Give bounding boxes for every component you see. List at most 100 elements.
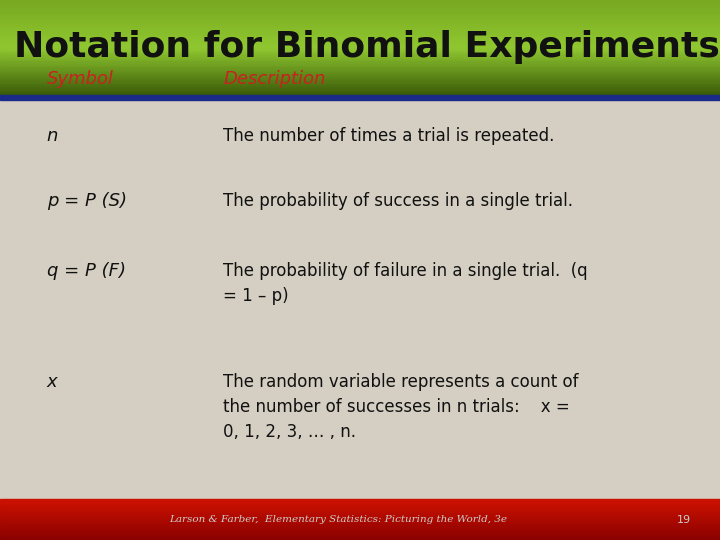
Bar bbox=[0, 55, 720, 57]
Bar bbox=[0, 70, 720, 72]
Bar bbox=[0, 22, 720, 24]
Bar bbox=[0, 538, 720, 540]
Bar bbox=[0, 524, 720, 526]
Bar bbox=[0, 33, 720, 36]
Bar bbox=[0, 534, 720, 535]
Bar bbox=[0, 51, 720, 53]
Bar bbox=[0, 507, 720, 509]
Bar bbox=[0, 500, 720, 502]
Text: The number of times a trial is repeated.: The number of times a trial is repeated. bbox=[223, 127, 554, 145]
Bar bbox=[0, 16, 720, 18]
Bar bbox=[0, 517, 720, 519]
Bar bbox=[0, 10, 720, 12]
Text: The probability of success in a single trial.: The probability of success in a single t… bbox=[223, 192, 573, 210]
Bar bbox=[0, 522, 720, 524]
Bar bbox=[0, 506, 720, 508]
Bar bbox=[0, 519, 720, 521]
Bar bbox=[0, 37, 720, 39]
Bar bbox=[0, 74, 720, 76]
Bar bbox=[0, 86, 720, 87]
Bar bbox=[0, 499, 720, 501]
Bar bbox=[0, 508, 720, 510]
Bar bbox=[0, 529, 720, 531]
Bar bbox=[0, 502, 720, 503]
Bar bbox=[0, 521, 720, 523]
Bar bbox=[0, 93, 720, 94]
Bar bbox=[0, 18, 720, 20]
Bar bbox=[0, 528, 720, 530]
Bar bbox=[0, 54, 720, 56]
Bar bbox=[0, 523, 720, 525]
Bar bbox=[0, 30, 720, 32]
Bar bbox=[0, 526, 720, 528]
Text: Larson & Farber,  Elementary Statistics: Picturing the World, 3e: Larson & Farber, Elementary Statistics: … bbox=[169, 515, 508, 524]
Text: The random variable represents a count of
the number of successes in n trials:  : The random variable represents a count o… bbox=[223, 373, 579, 441]
Bar bbox=[0, 8, 720, 10]
Bar bbox=[0, 536, 720, 537]
Bar bbox=[0, 60, 720, 62]
Bar bbox=[0, 535, 720, 536]
Bar bbox=[0, 511, 720, 512]
Text: The probability of failure in a single trial.  (q
= 1 – p): The probability of failure in a single t… bbox=[223, 262, 588, 305]
Bar bbox=[0, 47, 720, 49]
Bar bbox=[0, 41, 720, 43]
Bar bbox=[0, 57, 720, 59]
Bar bbox=[0, 58, 720, 60]
Bar bbox=[0, 61, 720, 63]
Bar bbox=[0, 14, 720, 15]
Text: p = P (S): p = P (S) bbox=[47, 192, 127, 210]
Bar bbox=[0, 525, 720, 527]
Bar bbox=[0, 45, 720, 47]
Bar bbox=[0, 68, 720, 70]
Bar bbox=[0, 537, 720, 539]
Bar bbox=[0, 513, 720, 515]
Bar bbox=[0, 515, 720, 517]
Bar bbox=[0, 531, 720, 533]
Bar bbox=[0, 503, 720, 504]
Bar bbox=[0, 514, 720, 516]
Bar bbox=[0, 21, 720, 23]
Bar bbox=[0, 9, 720, 11]
Bar bbox=[0, 11, 720, 13]
Bar bbox=[0, 85, 720, 86]
Bar bbox=[0, 39, 720, 42]
Bar bbox=[0, 44, 720, 46]
Bar bbox=[0, 56, 720, 58]
Bar bbox=[0, 32, 720, 34]
Bar bbox=[0, 1, 720, 2]
Bar bbox=[0, 52, 720, 55]
Bar bbox=[0, 501, 720, 503]
Bar bbox=[0, 90, 720, 92]
Bar bbox=[0, 42, 720, 44]
Bar bbox=[0, 77, 720, 79]
Bar bbox=[0, 79, 720, 80]
Bar bbox=[0, 43, 720, 45]
Bar bbox=[0, 62, 720, 64]
Bar bbox=[0, 82, 720, 84]
Bar bbox=[0, 532, 720, 534]
Bar bbox=[0, 25, 720, 27]
Bar bbox=[0, 76, 720, 78]
Bar bbox=[0, 0, 720, 1]
Text: 19: 19 bbox=[677, 515, 691, 525]
Text: Description: Description bbox=[223, 70, 325, 88]
Bar bbox=[0, 38, 720, 40]
Bar bbox=[0, 48, 720, 50]
Bar bbox=[0, 505, 720, 507]
Bar bbox=[0, 536, 720, 538]
Bar bbox=[0, 15, 720, 17]
Bar bbox=[0, 50, 720, 52]
Bar bbox=[0, 509, 720, 511]
Bar bbox=[0, 510, 720, 512]
Bar bbox=[0, 12, 720, 14]
Bar bbox=[0, 49, 720, 51]
Bar bbox=[0, 512, 720, 514]
Bar bbox=[0, 28, 720, 30]
Bar bbox=[0, 63, 720, 65]
Bar bbox=[0, 81, 720, 83]
Bar bbox=[0, 4, 720, 6]
Bar bbox=[0, 80, 720, 82]
Text: x: x bbox=[47, 373, 58, 390]
Bar bbox=[0, 518, 720, 519]
Bar bbox=[0, 17, 720, 19]
